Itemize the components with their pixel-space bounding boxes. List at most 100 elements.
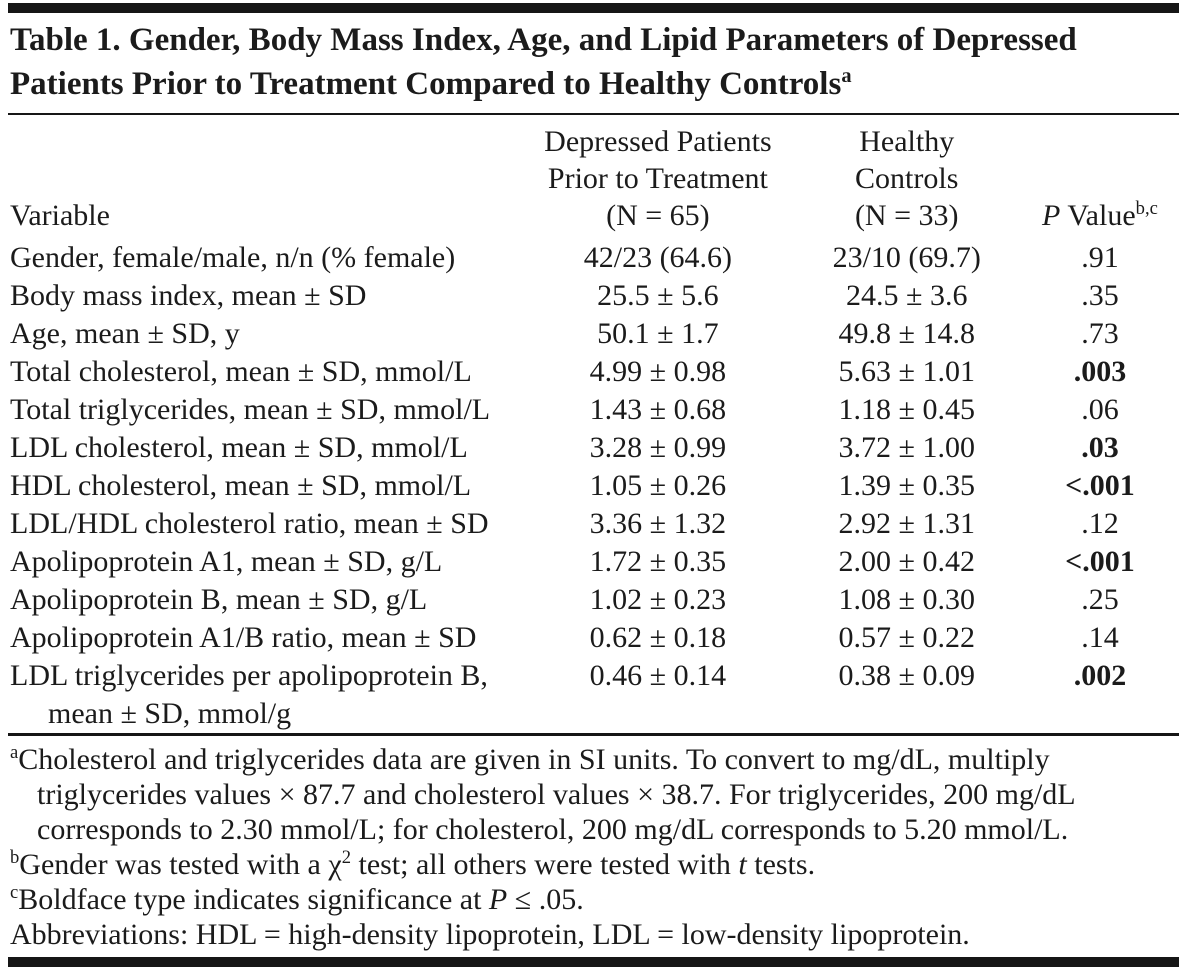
healthy-value-cell: 49.8 ± 14.8	[838, 317, 975, 350]
variable-cell: LDL cholesterol, mean ± SD, mmol/L	[8, 429, 523, 467]
footnote-b: bGender was tested with a χ2 test; all o…	[10, 847, 1179, 882]
pvalue-cell: .03	[1081, 431, 1119, 464]
pvalue-cell: .14	[1081, 621, 1119, 654]
variable-label: Total cholesterol, mean ± SD, mmol/L	[10, 355, 472, 388]
bottom-rule-bar	[8, 957, 1179, 967]
table-row: Total cholesterol, mean ± SD, mmol/L 4.9…	[8, 353, 1179, 391]
footnote-a-text: Cholesterol and triglycerides data are g…	[18, 743, 1075, 846]
footnote-c-marker: c	[10, 882, 19, 903]
table-row: Apolipoprotein B, mean ± SD, g/L 1.02 ± …	[8, 581, 1179, 619]
abbreviations-line: Abbreviations: HDL = high-density lipopr…	[10, 918, 970, 951]
pvalue-cell: .06	[1081, 393, 1119, 426]
variable-label-line2: mean ± SD, mmol/g	[48, 697, 292, 730]
depressed-value-cell: 3.36 ± 1.32	[589, 507, 727, 540]
table-row: Apolipoprotein A1/B ratio, mean ± SD 0.6…	[8, 619, 1179, 657]
variable-cell: Gender, female/male, n/n (% female)	[8, 239, 523, 277]
healthy-value-cell: 24.5 ± 3.6	[846, 279, 968, 312]
header-row: Variable Depressed Patients Prior to Tre…	[8, 115, 1179, 239]
column-header-depressed-line3: (N = 65)	[606, 199, 710, 232]
variable-label: Apolipoprotein A1, mean ± SD, g/L	[10, 545, 443, 578]
footnote-a-marker: a	[10, 742, 19, 763]
variable-label: Age, mean ± SD, y	[10, 317, 240, 350]
pvalue-cell: .91	[1081, 241, 1119, 274]
table-row: Gender, female/male, n/n (% female) 42/2…	[8, 239, 1179, 277]
footnote-b-text-mid: test; all others were tested with	[350, 848, 739, 881]
variable-cell: LDL/HDL cholesterol ratio, mean ± SD	[8, 505, 523, 543]
table-body: Gender, female/male, n/n (% female) 42/2…	[8, 239, 1179, 733]
pvalue-cell: .35	[1081, 279, 1119, 312]
table-title-text: Table 1. Gender, Body Mass Index, Age, a…	[10, 22, 1077, 102]
depressed-value-cell: 25.5 ± 5.6	[597, 279, 719, 312]
variable-label: Body mass index, mean ± SD	[10, 279, 367, 312]
variable-cell: Apolipoprotein A1, mean ± SD, g/L	[8, 543, 523, 581]
depressed-value-cell: 1.02 ± 0.23	[589, 583, 727, 616]
column-header-healthy-line3: (N = 33)	[854, 199, 959, 232]
depressed-value-cell: 3.28 ± 0.99	[589, 431, 727, 464]
table-row: HDL cholesterol, mean ± SD, mmol/L 1.05 …	[8, 467, 1179, 505]
variable-cell: Apolipoprotein A1/B ratio, mean ± SD	[8, 619, 523, 657]
variable-label: LDL triglycerides per apolipoprotein B,	[10, 659, 488, 692]
footnote-c-text-post: ≤ .05.	[507, 883, 584, 916]
variable-cell: Total triglycerides, mean ± SD, mmol/L	[8, 391, 523, 429]
pvalue-label-rest: Value	[1060, 199, 1136, 232]
pvalue-footnote-marker: b,c	[1135, 198, 1158, 219]
table-bottom-divider	[8, 733, 1179, 736]
variable-label: Gender, female/male, n/n (% female)	[10, 241, 456, 274]
footnote-b-text-post: tests.	[746, 848, 816, 881]
data-table: Variable Depressed Patients Prior to Tre…	[8, 115, 1179, 733]
top-rule-bar	[8, 3, 1179, 13]
column-header-healthy: Healthy Controls (N = 33)	[793, 115, 1021, 239]
title-divider	[8, 113, 1179, 115]
table-row: LDL triglycerides per apolipoprotein B, …	[8, 657, 1179, 733]
depressed-value-cell: 0.46 ± 0.14	[589, 659, 727, 692]
pvalue-cell: .12	[1081, 507, 1119, 540]
variable-label: Apolipoprotein B, mean ± SD, g/L	[10, 583, 428, 616]
footnote-b-text-pre: Gender was tested with a χ	[19, 848, 342, 881]
table-header: Variable Depressed Patients Prior to Tre…	[8, 115, 1179, 239]
depressed-value-cell: 42/23 (64.6)	[583, 241, 733, 274]
healthy-value-cell: 1.39 ± 0.35	[838, 469, 975, 502]
table-row: LDL/HDL cholesterol ratio, mean ± SD 3.3…	[8, 505, 1179, 543]
footnote-c: cBoldface type indicates significance at…	[10, 882, 1179, 917]
pvalue-cell: .73	[1081, 317, 1119, 350]
depressed-value-cell: 0.62 ± 0.18	[589, 621, 727, 654]
depressed-value-cell: 1.72 ± 0.35	[589, 545, 727, 578]
column-header-healthy-line2: Controls	[855, 162, 959, 195]
pvalue-cell: .25	[1081, 583, 1119, 616]
variable-cell: LDL triglycerides per apolipoprotein B, …	[8, 657, 523, 733]
footnote-b-marker: b	[10, 847, 20, 868]
footnote-b-chi-squared-exponent: 2	[341, 847, 351, 868]
depressed-value-cell: 1.43 ± 0.68	[589, 393, 727, 426]
table-title: Table 1. Gender, Body Mass Index, Age, a…	[8, 13, 1179, 113]
healthy-value-cell: 0.57 ± 0.22	[838, 621, 975, 654]
footnote-b-italic-t: t	[738, 848, 747, 881]
healthy-value-cell: 1.08 ± 0.30	[838, 583, 975, 616]
variable-label: LDL cholesterol, mean ± SD, mmol/L	[10, 431, 468, 464]
variable-label: Total triglycerides, mean ± SD, mmol/L	[10, 393, 491, 426]
variable-cell: Apolipoprotein B, mean ± SD, g/L	[8, 581, 523, 619]
table-row: Age, mean ± SD, y 50.1 ± 1.7 49.8 ± 14.8…	[8, 315, 1179, 353]
variable-cell: HDL cholesterol, mean ± SD, mmol/L	[8, 467, 523, 505]
pvalue-italic-p: P	[1042, 199, 1061, 232]
footnote-c-italic-p: P	[488, 883, 508, 916]
variable-label: HDL cholesterol, mean ± SD, mmol/L	[10, 469, 472, 502]
variable-label: LDL/HDL cholesterol ratio, mean ± SD	[10, 507, 489, 540]
variable-label: Apolipoprotein A1/B ratio, mean ± SD	[10, 621, 477, 654]
healthy-value-cell: 2.92 ± 1.31	[838, 507, 975, 540]
table-title-footnote-marker: a	[841, 65, 852, 87]
variable-cell: Body mass index, mean ± SD	[8, 277, 523, 315]
pvalue-cell: <.001	[1065, 469, 1135, 502]
variable-cell: Age, mean ± SD, y	[8, 315, 523, 353]
table-row: Apolipoprotein A1, mean ± SD, g/L 1.72 ±…	[8, 543, 1179, 581]
variable-cell: Total cholesterol, mean ± SD, mmol/L	[8, 353, 523, 391]
healthy-value-cell: 3.72 ± 1.00	[838, 431, 975, 464]
pvalue-cell: .002	[1073, 659, 1127, 692]
column-header-variable: Variable	[10, 199, 110, 232]
column-header-depressed-line2: Prior to Treatment	[547, 162, 768, 195]
healthy-value-cell: 1.18 ± 0.45	[838, 393, 975, 426]
healthy-value-cell: 23/10 (69.7)	[832, 241, 981, 274]
healthy-value-cell: 0.38 ± 0.09	[838, 659, 975, 692]
column-header-pvalue: P Valueb,c	[1021, 115, 1179, 239]
column-header-depressed: Depressed Patients Prior to Treatment (N…	[523, 115, 792, 239]
